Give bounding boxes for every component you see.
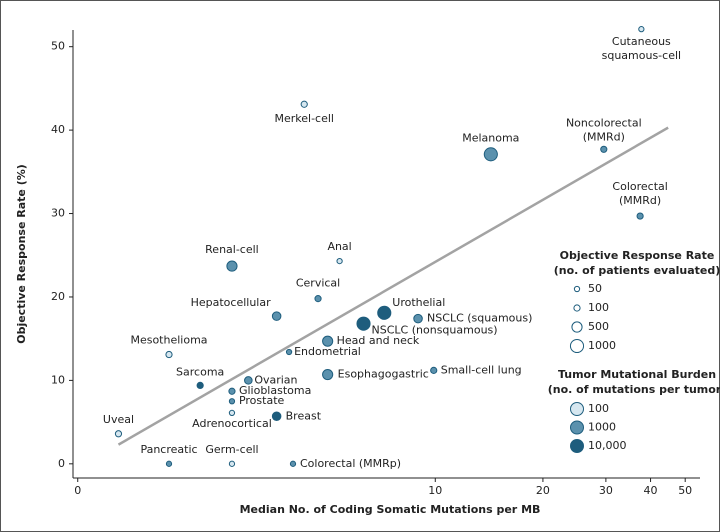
point-label: Merkel-cell bbox=[274, 112, 333, 125]
point-label: Adrenocortical bbox=[192, 417, 272, 430]
y-tick-label: 50 bbox=[51, 40, 65, 53]
legend-label: 1000 bbox=[588, 339, 616, 352]
point bbox=[271, 311, 282, 321]
point-label: Sarcoma bbox=[176, 365, 224, 378]
point-label: Urothelial bbox=[392, 296, 445, 309]
point bbox=[289, 460, 297, 467]
point bbox=[638, 26, 645, 33]
point bbox=[285, 348, 293, 356]
legend-title: Objective Response Rate bbox=[560, 249, 715, 262]
point-label: Head and neck bbox=[337, 334, 420, 347]
point bbox=[228, 409, 236, 417]
point bbox=[165, 350, 173, 359]
x-tick-label: 40 bbox=[644, 484, 658, 497]
point-label: Small-cell lung bbox=[441, 363, 522, 376]
point-label: squamous-cell bbox=[602, 49, 681, 62]
y-tick-label: 0 bbox=[58, 457, 65, 470]
point-label: NSCLC (nonsquamous) bbox=[372, 324, 498, 337]
point-label: Breast bbox=[286, 409, 322, 422]
point-label: Noncolorectal bbox=[566, 116, 642, 129]
legend-size-marker bbox=[573, 285, 581, 293]
point-label: (MMRd) bbox=[619, 194, 661, 207]
point bbox=[244, 376, 253, 385]
point bbox=[314, 295, 322, 303]
x-tick-label: 30 bbox=[599, 484, 613, 497]
point-label: Anal bbox=[327, 240, 351, 253]
point-label: Uveal bbox=[103, 413, 134, 426]
trend-line bbox=[117, 126, 669, 446]
legend-label: 500 bbox=[588, 320, 609, 333]
legend-label: 1000 bbox=[588, 421, 616, 434]
point-label: Cutaneous bbox=[612, 35, 671, 48]
point-label: Endometrial bbox=[294, 345, 361, 358]
legend-label: 100 bbox=[588, 301, 609, 314]
point bbox=[483, 147, 498, 162]
point-label: Melanoma bbox=[462, 131, 519, 144]
legend-title: (no. of mutations per tumor) bbox=[548, 383, 720, 396]
y-tick-label: 30 bbox=[51, 207, 65, 220]
point bbox=[356, 316, 371, 331]
point bbox=[228, 398, 236, 405]
point-label: Glioblastoma bbox=[239, 384, 311, 397]
point-label: NSCLC (squamous) bbox=[427, 312, 532, 325]
point bbox=[196, 381, 204, 389]
point-label: Ovarian bbox=[254, 373, 297, 386]
legend-size-marker bbox=[569, 338, 585, 354]
legend-size-marker bbox=[571, 321, 583, 333]
point bbox=[322, 368, 334, 381]
point bbox=[336, 257, 343, 265]
point bbox=[165, 460, 173, 467]
legend-color-marker bbox=[570, 402, 584, 416]
point bbox=[228, 460, 236, 467]
point-label: Germ-cell bbox=[205, 443, 258, 456]
point-label: Mesothelioma bbox=[130, 334, 207, 347]
y-axis-title: Objective Response Rate (%) bbox=[15, 164, 28, 344]
x-tick-label: 50 bbox=[678, 484, 692, 497]
point-label: Hepatocellular bbox=[191, 296, 272, 309]
x-axis-title: Median No. of Coding Somatic Mutations p… bbox=[240, 503, 541, 516]
point-label: (MMRd) bbox=[583, 130, 625, 143]
point-label: Colorectal (MMRp) bbox=[300, 457, 401, 470]
point bbox=[413, 313, 423, 324]
point bbox=[271, 411, 282, 422]
point bbox=[114, 430, 123, 438]
point-label: Renal-cell bbox=[205, 243, 259, 256]
legend-color-marker bbox=[570, 439, 584, 453]
legend-title: Tumor Mutational Burden bbox=[558, 368, 716, 381]
legend-label: 100 bbox=[588, 402, 609, 415]
point bbox=[636, 212, 644, 220]
point bbox=[228, 387, 236, 395]
point bbox=[377, 305, 392, 320]
point-label: Cervical bbox=[296, 277, 340, 290]
y-tick-label: 10 bbox=[51, 373, 65, 386]
point bbox=[322, 335, 334, 347]
x-tick-label: 10 bbox=[428, 484, 442, 497]
point bbox=[430, 366, 438, 374]
point-label: Prostate bbox=[239, 394, 285, 407]
point-label: Esophagogastric bbox=[338, 368, 429, 381]
legend-label: 10,000 bbox=[588, 439, 627, 452]
x-tick-label: 0 bbox=[74, 484, 81, 497]
legend-color-marker bbox=[570, 420, 584, 435]
point bbox=[226, 260, 238, 272]
point-label: Colorectal bbox=[612, 180, 667, 193]
point bbox=[300, 100, 308, 108]
legend-size-marker bbox=[573, 304, 581, 312]
y-tick-label: 20 bbox=[51, 290, 65, 303]
point-label: Pancreatic bbox=[140, 443, 197, 456]
point bbox=[600, 145, 608, 153]
y-tick-label: 40 bbox=[51, 123, 65, 136]
x-tick-label: 20 bbox=[536, 484, 550, 497]
legend-title: (no. of patients evaluated) bbox=[554, 264, 720, 277]
legend-label: 50 bbox=[588, 282, 602, 295]
